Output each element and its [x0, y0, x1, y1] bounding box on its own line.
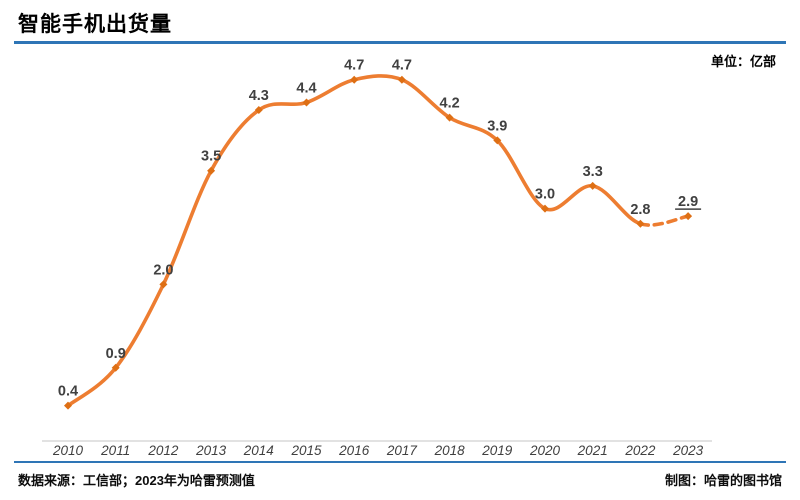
data-point-marker [588, 181, 597, 190]
x-tick-label: 2012 [147, 443, 179, 458]
unit-label: 单位：亿部 [710, 54, 776, 69]
data-label: 4.7 [344, 58, 364, 74]
data-point-marker [445, 113, 454, 122]
data-label: 4.7 [392, 58, 412, 74]
x-tick-label: 2023 [672, 443, 704, 458]
data-point-marker [207, 166, 216, 175]
data-label: 3.0 [535, 187, 555, 203]
data-point-marker [159, 280, 168, 289]
data-label: 0.9 [106, 346, 126, 362]
data-label: 2.8 [630, 202, 650, 218]
x-tick-label: 2016 [338, 443, 370, 458]
footer-divider [14, 461, 786, 463]
data-point-marker [254, 106, 263, 115]
data-label: 4.4 [296, 80, 316, 96]
page-title: 智能手机出货量 [18, 13, 172, 36]
data-point-marker [636, 219, 645, 228]
x-tick-label: 2011 [100, 443, 130, 458]
data-label: 3.9 [487, 118, 507, 134]
data-source-note: 数据来源：工信部；2023年为哈雷预测值 [18, 473, 255, 488]
data-point-marker [350, 75, 359, 84]
data-label: 3.5 [201, 149, 221, 165]
x-tick-label: 2013 [195, 443, 227, 458]
x-tick-label: 2022 [624, 443, 656, 458]
data-label: 4.3 [249, 88, 269, 104]
x-tick-label: 2021 [577, 443, 608, 458]
x-tick-label: 2017 [386, 443, 418, 458]
credit-note: 制图：哈雷的图书馆 [664, 473, 782, 488]
x-tick-label: 2015 [290, 443, 322, 458]
data-point-marker [64, 401, 72, 410]
data-point-marker [397, 75, 406, 84]
series-line-solid [66, 74, 643, 408]
x-tick-label: 2019 [481, 443, 513, 458]
x-tick-label: 2014 [243, 443, 274, 458]
data-label: 2.9 [678, 194, 698, 210]
data-point-marker [493, 136, 502, 145]
data-point-marker [684, 212, 693, 221]
x-tick-label: 2018 [434, 443, 466, 458]
data-label: 3.3 [583, 164, 603, 180]
x-tick-label: 2010 [52, 443, 84, 458]
title-divider [14, 41, 786, 44]
data-point-marker [541, 204, 549, 213]
data-point-marker [111, 363, 120, 372]
data-label: 2.0 [153, 262, 173, 278]
x-tick-label: 2020 [529, 443, 561, 458]
data-label: 4.2 [440, 96, 460, 112]
data-label: 0.4 [58, 384, 78, 400]
data-point-marker [302, 98, 311, 107]
